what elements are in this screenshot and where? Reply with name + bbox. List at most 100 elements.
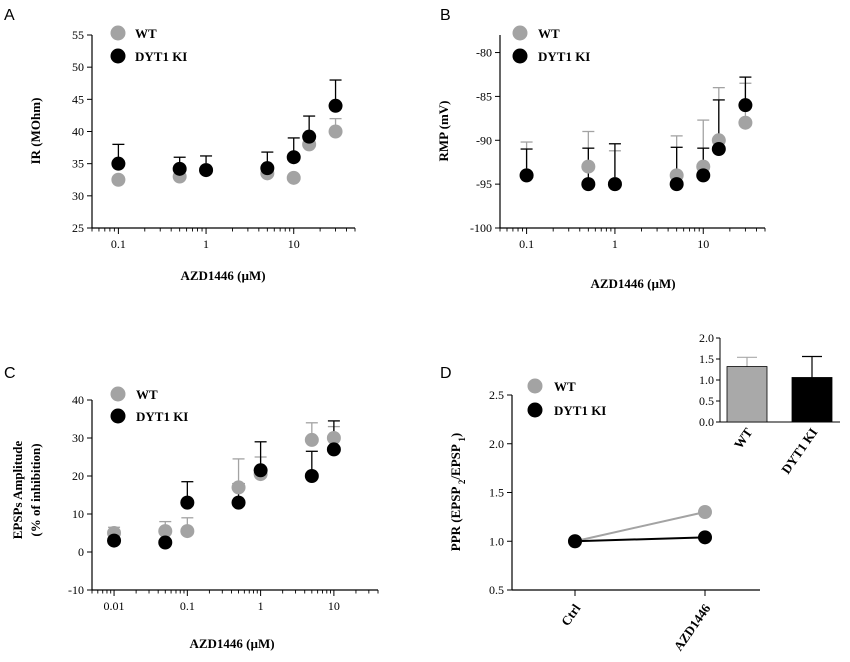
panel-d-lines bbox=[574, 511, 706, 543]
panel-c-point-wt bbox=[158, 524, 173, 539]
panel-d-line-wt bbox=[574, 511, 706, 543]
panel-b-ticks: -80 -85 -90 -95 -100 0.1 1 10 bbox=[470, 46, 766, 251]
panel-a-legend-wt-marker bbox=[110, 25, 126, 41]
panel-c-ytick-label: 0 bbox=[78, 545, 84, 559]
panel-c-label: C bbox=[4, 365, 16, 382]
inset-ticks: 0.0 0.5 1.0 1.5 2.0 bbox=[699, 331, 720, 429]
panel-a-xtick-label: 1 bbox=[203, 237, 209, 251]
panel-b-label: B bbox=[440, 7, 451, 24]
panel-a-ytick-label: 25 bbox=[72, 221, 84, 235]
panel-c-point-ki bbox=[304, 469, 319, 483]
panel-a-xtick-label: 0.1 bbox=[111, 237, 126, 251]
panel-a-point-ki bbox=[111, 156, 126, 171]
panel-b-point-ki bbox=[669, 177, 684, 192]
panel-c-ytick-label: 10 bbox=[72, 507, 84, 521]
panel-b-legend-ki-marker bbox=[512, 48, 528, 64]
panel-a-x-label: AZD1446 (µM) bbox=[180, 268, 265, 283]
panel-a-ytick-label: 50 bbox=[72, 60, 84, 74]
panel-b: B -80 -85 -90 -95 -100 0.1 1 10 RMP (mV) AZD144… bbox=[436, 7, 766, 291]
panel-d-point-wt bbox=[698, 505, 712, 519]
panel-c: C -10 0 10 20 30 40 0.01 0.1 1 10 EPSPs Amplitude… bbox=[4, 365, 379, 651]
panel-c-ytick-label: 40 bbox=[72, 393, 84, 407]
panel-b-point-ki bbox=[607, 177, 622, 192]
inset-ytick-label: 1.5 bbox=[699, 352, 714, 366]
panel-b-point-ki bbox=[738, 98, 753, 113]
panel-c-ytick-label: 20 bbox=[72, 469, 84, 483]
panel-d-legend-ki-label: DYT1 KI bbox=[554, 403, 606, 418]
panel-d-label: D bbox=[440, 365, 452, 382]
panel-c-ytick-label: 30 bbox=[72, 431, 84, 445]
panel-c-xtick-label: 10 bbox=[328, 599, 340, 613]
panel-d-line-ki bbox=[574, 536, 706, 543]
panel-a-y-label: IR (MOhm) bbox=[28, 98, 43, 165]
panel-b-y-label: RMP (mV) bbox=[436, 100, 451, 161]
inset-ytick-label: 1.0 bbox=[699, 373, 714, 387]
panel-a-label: A bbox=[4, 7, 15, 24]
panel-a-errorbars bbox=[112, 79, 342, 171]
panel-a-point-wt bbox=[328, 124, 343, 139]
panel-c-point-ki bbox=[231, 495, 246, 510]
panel-d-ytick-label: 2.0 bbox=[489, 437, 504, 451]
panel-d-ytick-label: 2.5 bbox=[489, 388, 504, 402]
panel-a-legend: WT DYT1 KI bbox=[110, 25, 187, 64]
panel-a-legend-ki-label: DYT1 KI bbox=[135, 49, 187, 64]
panel-c-point-wt bbox=[304, 432, 319, 447]
panel-a-legend-wt-label: WT bbox=[135, 26, 157, 41]
panel-d-legend-wt-label: WT bbox=[554, 379, 576, 394]
panel-b-ytick-label: -80 bbox=[476, 46, 492, 60]
panel-b-point-wt bbox=[581, 159, 596, 174]
panel-c-xtick-label: 0.1 bbox=[180, 599, 195, 613]
panel-b-point-ki bbox=[519, 168, 534, 183]
panel-d-inset: 0.0 0.5 1.0 1.5 2.0 WT DYT1 KI bbox=[699, 331, 840, 477]
panel-c-ticks: -10 0 10 20 30 40 0.01 0.1 1 10 bbox=[68, 393, 379, 613]
inset-ytick-label: 0.5 bbox=[699, 394, 714, 408]
panel-a-ticks: 25 30 35 40 45 50 55 0.1 1 10 bbox=[72, 28, 356, 251]
panel-d-y-label: PPR (EPSP 2/EPSP 1) bbox=[448, 433, 467, 551]
panel-b-point-wt bbox=[738, 115, 753, 130]
panel-a-point-wt bbox=[286, 170, 301, 185]
panel-d: D 0.5 1.0 1.5 2.0 2.5 Ctrl AZD1446 PPR (EPSP 2… bbox=[440, 365, 760, 654]
panel-b-xtick-label: 10 bbox=[697, 237, 709, 251]
panel-a-ytick-label: 45 bbox=[72, 92, 84, 106]
panel-d-xtick-label: Ctrl bbox=[558, 601, 584, 629]
panel-b-ytick-label: -90 bbox=[476, 133, 492, 147]
panel-b-xtick-label: 1 bbox=[612, 237, 618, 251]
panel-b-x-label: AZD1446 (µM) bbox=[590, 276, 675, 291]
panel-a-point-ki bbox=[172, 161, 187, 176]
panel-a-point-ki bbox=[302, 129, 317, 144]
panel-d-point-ki bbox=[568, 534, 582, 549]
panel-b-ytick-label: -85 bbox=[476, 89, 492, 103]
panel-a-points bbox=[111, 98, 343, 187]
panel-a-point-ki bbox=[286, 150, 301, 165]
panel-b-point-ki bbox=[696, 168, 711, 183]
panel-c-points bbox=[107, 431, 341, 550]
panel-b-legend: WT DYT1 KI bbox=[512, 25, 590, 64]
panel-c-legend: WT DYT1 KI bbox=[110, 386, 188, 424]
panel-b-xtick-label: 0.1 bbox=[519, 237, 534, 251]
panel-d-legend-wt-marker bbox=[527, 378, 543, 394]
panel-a-ytick-label: 30 bbox=[72, 189, 84, 203]
inset-bar-wt bbox=[726, 366, 768, 423]
panel-a-legend-ki-marker bbox=[110, 48, 126, 64]
panel-c-legend-ki-marker bbox=[110, 408, 126, 424]
panel-c-point-wt bbox=[231, 480, 246, 495]
panel-a-point-wt bbox=[111, 172, 126, 187]
panel-d-ytick-label: 0.5 bbox=[489, 583, 504, 597]
panel-c-point-ki bbox=[326, 442, 341, 457]
panel-a-xtick-label: 10 bbox=[288, 237, 300, 251]
panel-b-ytick-label: -95 bbox=[476, 177, 492, 191]
inset-xtick-label: WT bbox=[731, 425, 756, 452]
panel-b-point-ki bbox=[711, 142, 726, 157]
inset-ytick-label: 0.0 bbox=[699, 415, 714, 429]
panel-a: A 25 30 35 40 45 50 55 0.1 1 10 IR (MOhm) AZD1446… bbox=[4, 7, 356, 283]
panel-c-x-label: AZD1446 (µM) bbox=[189, 636, 274, 651]
panel-d-points bbox=[568, 505, 712, 549]
panel-a-point-ki bbox=[328, 98, 343, 113]
panel-c-point-ki bbox=[253, 463, 268, 478]
panel-c-point-wt bbox=[326, 431, 341, 445]
panel-d-point-ki bbox=[698, 530, 712, 545]
panel-d-legend: WT DYT1 KI bbox=[527, 378, 606, 418]
panel-c-xtick-label: 0.01 bbox=[104, 599, 125, 613]
panel-b-points bbox=[519, 98, 753, 192]
